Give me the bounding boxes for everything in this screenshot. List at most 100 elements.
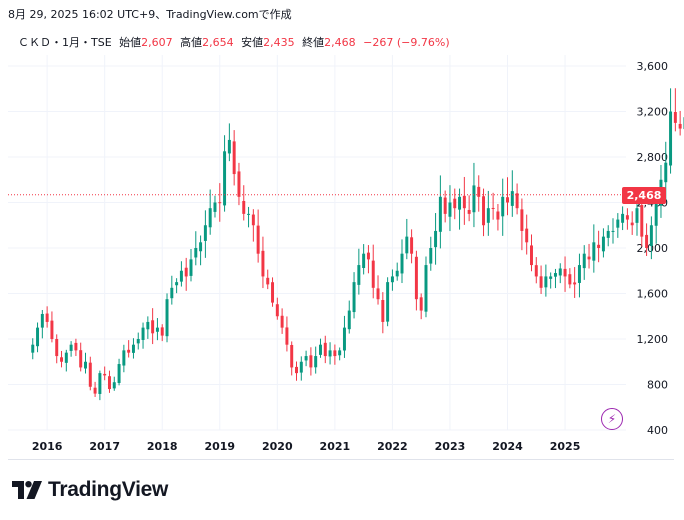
candle-body [395,270,399,277]
candle-body [290,344,294,368]
candle-body [184,267,188,277]
candle-body [98,373,102,394]
candle-body [342,327,346,351]
candle-body [112,382,116,389]
candle-body [304,356,308,361]
candle-body [151,320,155,334]
candle-body [60,357,64,362]
candle-body [381,300,385,322]
change-value: −267 (−9.76%) [363,36,450,49]
candle-body [577,265,581,283]
candle-body [371,260,375,288]
close-value: 2,468 [324,36,356,49]
candle-body [443,197,447,214]
candle-body [266,277,270,285]
x-tick-label: 2019 [204,440,235,453]
candle-body [84,361,87,369]
candle-body [323,342,327,357]
candle-body [357,265,361,285]
candle-body [232,141,236,175]
candle-body [424,265,428,312]
candle-body [155,327,159,332]
candle-body [64,352,68,363]
candle-body [467,209,471,214]
candle-body [333,350,337,357]
candle-body [261,250,265,277]
candle-body [553,273,557,277]
candle-body [117,364,121,383]
candle-body [448,202,452,217]
symbol-name[interactable]: ＣＫＤ・1月・TSE [18,36,112,49]
candle-body [247,213,251,215]
candle-body [458,196,462,210]
x-tick-label: 2024 [492,440,523,453]
candle-body [678,123,682,129]
candle-body [645,234,649,248]
tradingview-logo: TradingView [12,478,168,502]
candle-body [127,349,131,353]
candle-body [563,268,567,277]
candle-body [141,327,145,340]
candle-body [400,253,404,274]
candle-body [93,387,97,394]
x-tick-label: 2020 [262,440,293,453]
candle-body [597,244,601,248]
candle-body [673,112,677,123]
y-tick-label: 3,200 [637,106,669,119]
low-label: 安値 [241,36,264,49]
footer-divider [8,459,674,460]
price-chart[interactable]: 3,6003,2002,8002,4002,0001,6001,20080040… [0,0,684,460]
x-tick-label: 2022 [377,440,408,453]
candle-body [223,151,227,206]
y-tick-label: 2,000 [637,242,669,255]
candle-body [582,253,586,269]
candle-body [45,313,49,322]
candle-body [386,282,390,322]
high-label: 高値 [180,36,203,49]
candle-body [654,202,658,226]
candle-body [122,350,126,366]
candle-body [477,186,481,197]
candle-body [50,320,54,339]
candle-body [131,344,135,353]
candle-body [74,342,78,351]
candle-body [621,213,625,223]
candle-body [347,310,351,330]
candle-body [482,196,486,226]
y-tick-label: 3,600 [637,60,669,73]
candle-body [299,361,303,373]
candle-body [606,230,610,238]
candle-body [510,191,514,206]
candle-body [601,236,605,252]
open-value: 2,607 [141,36,173,49]
candle-body [429,248,433,264]
candle-body [630,222,634,226]
candle-body [491,207,495,209]
candle-body [36,327,40,347]
candle-body [410,237,414,254]
candle-body [414,256,418,300]
candle-body [251,214,255,226]
candle-body [338,350,342,356]
candle-body [530,245,533,266]
candle-body [55,339,59,357]
candle-body [453,198,457,209]
candle-body [534,265,538,277]
lightning-icon[interactable]: ⚡ [601,408,623,430]
candle-body [568,274,572,285]
candle-body [539,276,543,288]
candle-body [462,195,466,209]
candle-body [275,304,279,317]
candle-body [616,219,620,228]
tradingview-logo-icon [12,481,42,499]
candle-body [611,230,615,232]
candle-body [496,211,500,220]
x-tick-label: 2018 [147,440,178,453]
candle-body [649,225,653,247]
x-tick-label: 2025 [550,440,581,453]
open-label: 始値 [119,36,142,49]
symbol-legend: ＣＫＤ・1月・TSE 始値2,607 高値2,654 安値2,435 終値2,4… [18,34,454,50]
candle-body [237,171,241,197]
close-label: 終値 [302,36,325,49]
y-tick-label: 400 [647,424,668,437]
